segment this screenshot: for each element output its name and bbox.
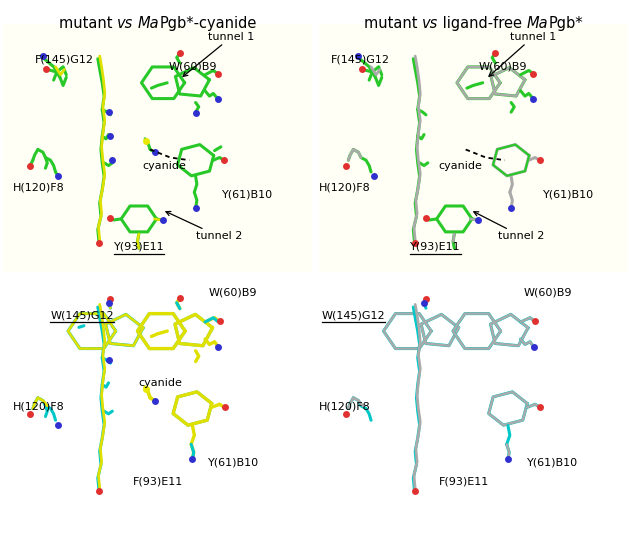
Text: F(145)G12: F(145)G12 (331, 54, 391, 65)
Text: Y(61)B10: Y(61)B10 (222, 190, 273, 200)
Text: W(60)B9: W(60)B9 (524, 287, 572, 297)
Text: cyanide: cyanide (439, 161, 483, 171)
Text: vs: vs (422, 16, 438, 31)
Text: W(145)G12: W(145)G12 (322, 311, 386, 321)
Text: tunnel 2: tunnel 2 (474, 212, 545, 241)
Text: mutant: mutant (59, 16, 117, 31)
Text: Pgb*-cyanide: Pgb*-cyanide (160, 16, 257, 31)
Bar (319, 24, 628, 272)
Text: W(60)B9: W(60)B9 (478, 61, 527, 72)
Text: F(93)E11: F(93)E11 (439, 476, 489, 486)
Text: cyanide: cyanide (142, 161, 186, 171)
Text: tunnel 1: tunnel 1 (183, 32, 254, 76)
Bar (3, 24, 312, 272)
Text: F(93)E11: F(93)E11 (133, 476, 183, 486)
Text: F(145)G12: F(145)G12 (35, 54, 94, 65)
Text: Y(61)B10: Y(61)B10 (527, 458, 578, 468)
Text: cyanide: cyanide (139, 378, 183, 388)
Text: Y(93)E11: Y(93)E11 (410, 242, 461, 252)
Text: W(60)B9: W(60)B9 (169, 61, 218, 72)
Text: H(120)F8: H(120)F8 (319, 402, 370, 412)
Text: W(145)G12: W(145)G12 (50, 311, 114, 321)
Text: ligand-free: ligand-free (438, 16, 527, 31)
Text: Pgb*: Pgb* (548, 16, 583, 31)
Text: vs: vs (117, 16, 133, 31)
Text: tunnel 2: tunnel 2 (166, 211, 242, 241)
Text: H(120)F8: H(120)F8 (13, 183, 64, 193)
Text: H(120)F8: H(120)F8 (319, 183, 370, 193)
Text: Y(61)B10: Y(61)B10 (543, 190, 594, 200)
Text: H(120)F8: H(120)F8 (13, 402, 64, 412)
Text: Y(93)E11: Y(93)E11 (114, 242, 164, 252)
Text: mutant: mutant (363, 16, 422, 31)
Text: Ma: Ma (138, 16, 160, 31)
Text: Y(61)B10: Y(61)B10 (208, 458, 259, 468)
Text: W(60)B9: W(60)B9 (208, 287, 257, 297)
Text: tunnel 1: tunnel 1 (489, 32, 556, 76)
Text: Ma: Ma (527, 16, 548, 31)
